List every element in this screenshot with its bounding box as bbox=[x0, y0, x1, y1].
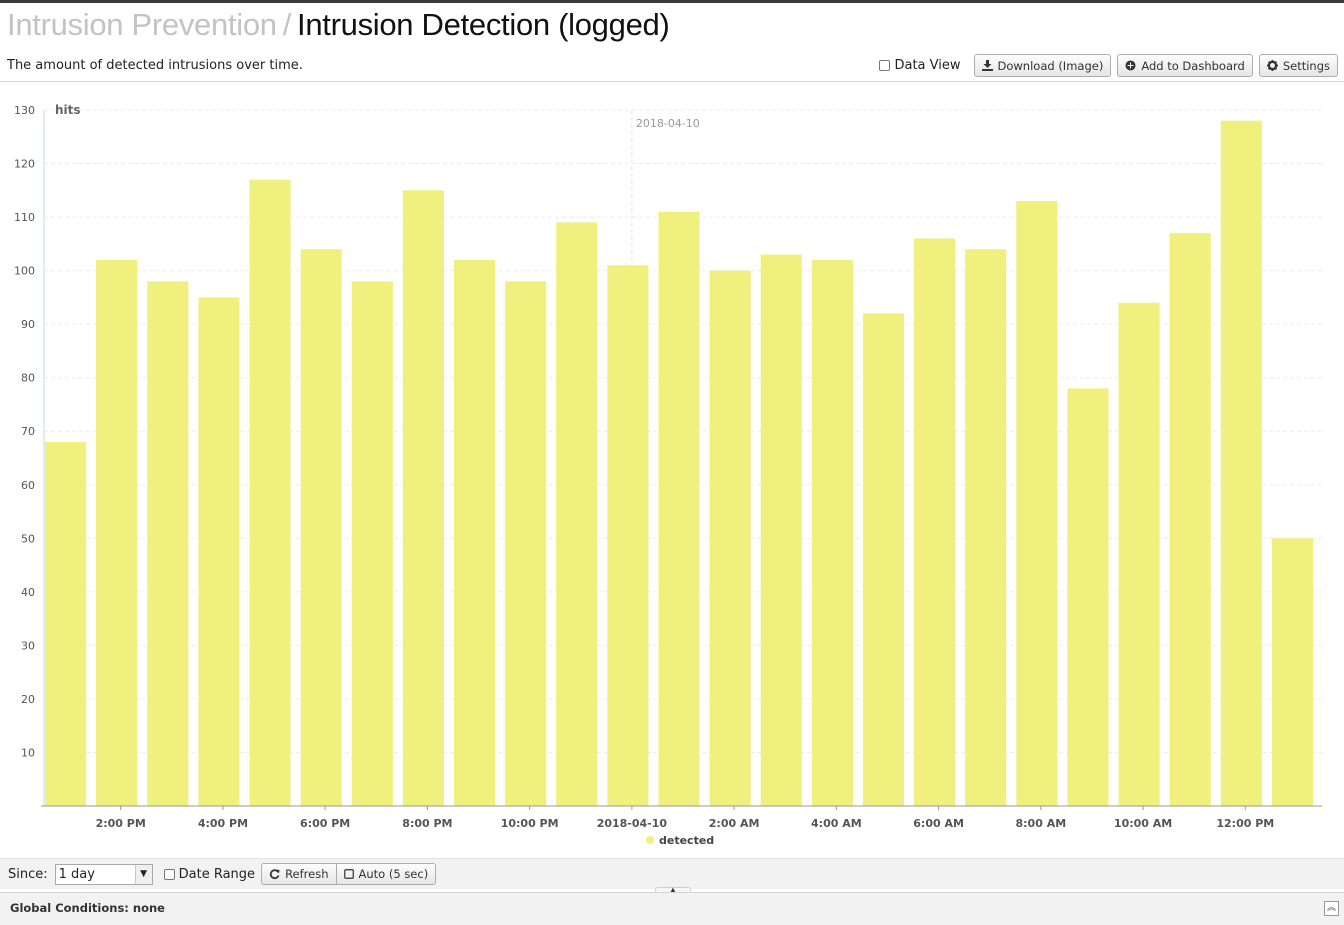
y-tick-label: 20 bbox=[21, 693, 35, 706]
refresh-button[interactable]: Refresh bbox=[261, 863, 337, 885]
breadcrumb-separator: / bbox=[282, 7, 292, 42]
date-range-toggle[interactable]: Date Range bbox=[163, 866, 256, 882]
gear-icon bbox=[1266, 60, 1278, 71]
x-tick-label: 2:00 AM bbox=[709, 817, 760, 830]
bar bbox=[45, 441, 87, 806]
bar-chart: 2018-04-10 10 20 30 40 50 60 70 80 90 100 110 120 13… bbox=[14, 103, 1322, 847]
add-to-dashboard-button[interactable]: Add to Dashboard bbox=[1117, 54, 1253, 77]
chart-bars bbox=[45, 120, 1313, 807]
download-image-label: Download (Image) bbox=[997, 58, 1104, 73]
bar bbox=[300, 249, 342, 806]
data-view-checkbox[interactable] bbox=[879, 60, 891, 71]
bar bbox=[1067, 388, 1109, 806]
y-tick-label: 80 bbox=[21, 372, 35, 385]
y-axis-label: hits bbox=[55, 103, 81, 117]
since-label: Since: bbox=[8, 866, 48, 882]
plus-circle-icon bbox=[1125, 60, 1136, 71]
chevron-up-double-icon[interactable]: ︽ bbox=[1324, 901, 1339, 916]
report-header: Intrusion Prevention / Intrusion Detection… bbox=[0, 3, 1344, 82]
chart-legend: detected bbox=[646, 834, 714, 847]
x-tick-label: 8:00 AM bbox=[1016, 817, 1067, 830]
y-tick-label: 50 bbox=[21, 532, 35, 545]
bar bbox=[965, 249, 1007, 806]
bar bbox=[1016, 201, 1058, 806]
date-range-checkbox[interactable] bbox=[163, 868, 175, 880]
y-tick-label: 90 bbox=[21, 318, 35, 331]
x-tick-label: 4:00 PM bbox=[198, 817, 248, 830]
date-range-label: Date Range bbox=[178, 866, 256, 882]
download-icon bbox=[981, 60, 993, 71]
x-tick-label: 8:00 PM bbox=[402, 817, 452, 830]
global-conditions-bar[interactable]: Global Conditions: none ︽ bbox=[0, 892, 1344, 925]
breadcrumb-current: Intrusion Detection (logged) bbox=[297, 7, 670, 42]
x-tick-label: 10:00 AM bbox=[1114, 817, 1172, 830]
bar bbox=[402, 190, 444, 807]
bar bbox=[505, 281, 547, 806]
y-tick-label: 30 bbox=[21, 639, 35, 652]
report-description: The amount of detected intrusions over t… bbox=[7, 58, 303, 73]
since-value: 1 day bbox=[58, 866, 95, 882]
time-controls: Since: 1 day ▼ Date Range Refresh Auto (… bbox=[0, 858, 1344, 889]
bar bbox=[658, 211, 700, 806]
bar bbox=[811, 259, 853, 806]
auto-refresh-label: Auto (5 sec) bbox=[358, 867, 429, 881]
y-tick-label: 70 bbox=[21, 425, 35, 438]
chevron-down-icon[interactable]: ▼ bbox=[134, 864, 152, 884]
legend-swatch bbox=[646, 836, 654, 844]
bar bbox=[1220, 120, 1262, 806]
data-view-toggle[interactable]: Data View bbox=[879, 58, 961, 73]
bar bbox=[96, 259, 138, 806]
data-view-label: Data View bbox=[894, 58, 961, 73]
legend-label: detected bbox=[659, 834, 714, 847]
x-tick-label: 6:00 AM bbox=[913, 817, 964, 830]
page-title: Intrusion Prevention / Intrusion Detection… bbox=[7, 7, 670, 43]
x-tick-label: 2018-04-10 bbox=[597, 817, 668, 830]
bar bbox=[1118, 302, 1160, 806]
bar bbox=[607, 265, 649, 806]
y-tick-label: 10 bbox=[21, 746, 35, 759]
breadcrumb-parent[interactable]: Intrusion Prevention bbox=[7, 7, 277, 42]
y-tick-label: 130 bbox=[14, 104, 35, 117]
refresh-label: Refresh bbox=[285, 867, 329, 881]
date-marker-label: 2018-04-10 bbox=[636, 117, 700, 130]
bar bbox=[1271, 538, 1313, 806]
y-tick-label: 120 bbox=[14, 158, 35, 171]
x-tick-label: 2:00 PM bbox=[96, 817, 146, 830]
chart-axes: 10 20 30 40 50 60 70 80 90 100 110 120 130 hits 2:00 P… bbox=[14, 103, 1322, 830]
global-conditions-text: Global Conditions: none bbox=[10, 901, 165, 915]
bar bbox=[760, 254, 802, 807]
square-icon bbox=[343, 869, 354, 879]
bar bbox=[147, 281, 189, 806]
bar bbox=[709, 270, 751, 807]
bar bbox=[914, 238, 956, 806]
bar bbox=[453, 259, 496, 806]
x-tick-label: 10:00 PM bbox=[501, 817, 559, 830]
bar bbox=[862, 313, 905, 806]
top-strip bbox=[0, 0, 1344, 3]
x-tick-label: 6:00 PM bbox=[300, 817, 350, 830]
x-tick-label: 4:00 AM bbox=[811, 817, 862, 830]
since-select[interactable]: 1 day ▼ bbox=[54, 863, 153, 885]
refresh-icon bbox=[269, 868, 280, 880]
add-to-dashboard-label: Add to Dashboard bbox=[1141, 58, 1245, 73]
bar bbox=[198, 297, 240, 806]
y-tick-label: 60 bbox=[21, 479, 35, 492]
y-tick-label: 40 bbox=[21, 586, 35, 599]
y-tick-label: 100 bbox=[14, 265, 35, 278]
refresh-button-group: Refresh Auto (5 sec) bbox=[261, 863, 437, 885]
settings-button[interactable]: Settings bbox=[1258, 54, 1338, 77]
y-tick-label: 110 bbox=[14, 211, 35, 224]
auto-refresh-button[interactable]: Auto (5 sec) bbox=[336, 863, 437, 885]
intrusion-chart: 2018-04-10 10 20 30 40 50 60 70 80 90 100 110 120 13… bbox=[0, 82, 1344, 858]
bar bbox=[249, 179, 291, 807]
bar bbox=[1169, 233, 1211, 807]
download-image-button[interactable]: Download (Image) bbox=[973, 54, 1112, 77]
bar bbox=[556, 222, 598, 806]
settings-label: Settings bbox=[1282, 58, 1330, 73]
bar bbox=[351, 281, 393, 806]
report-toolbar: Data View Download (Image) Add to Dashbo… bbox=[879, 54, 1338, 77]
x-tick-label: 12:00 PM bbox=[1216, 817, 1274, 830]
